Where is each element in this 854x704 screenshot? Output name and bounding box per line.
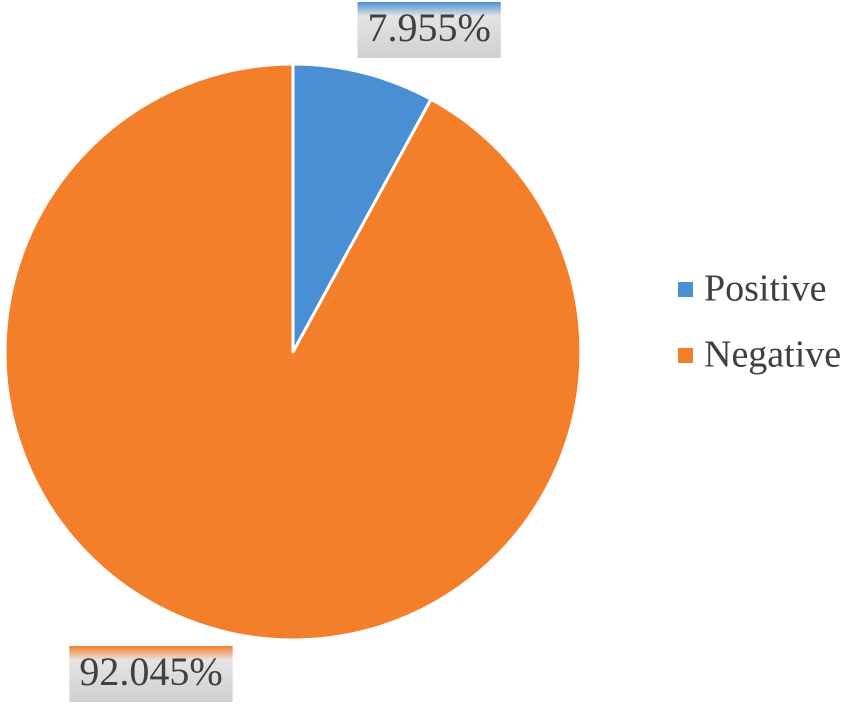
pie-slice [291,62,433,354]
legend-swatch [678,282,693,297]
data-label-box [69,646,233,702]
legend-label: Negative [704,334,841,376]
legend-label: Positive [704,268,826,310]
data-label: 7.955% [368,5,491,50]
data-label-box [357,2,501,58]
pie-slice [3,62,583,642]
legend-swatch [678,348,693,363]
data-label: 92.045% [79,649,222,694]
